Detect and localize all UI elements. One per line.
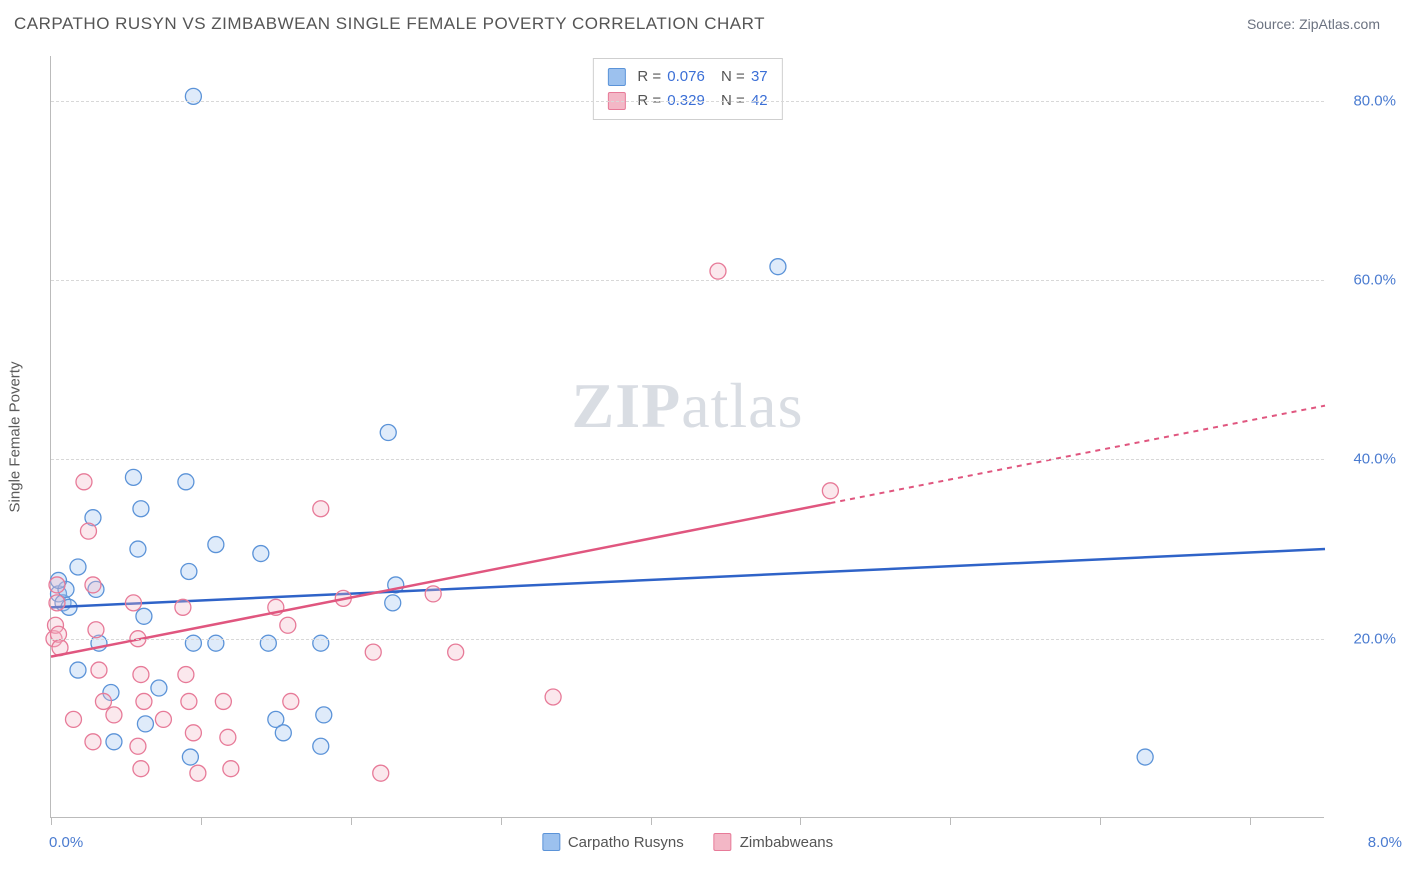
- y-tick-label: 80.0%: [1353, 92, 1396, 109]
- y-tick-label: 20.0%: [1353, 630, 1396, 647]
- plot-area: Single Female Poverty ZIPatlas R = 0.076…: [50, 56, 1324, 818]
- x-axis-max-label: 8.0%: [1368, 834, 1402, 851]
- legend-item-carpatho: Carpatho Rusyns: [542, 833, 684, 851]
- chart-svg: [51, 56, 1324, 817]
- legend-bottom: Carpatho Rusyns Zimbabweans: [542, 833, 833, 851]
- y-tick-label: 40.0%: [1353, 451, 1396, 468]
- legend-label-carpatho: Carpatho Rusyns: [568, 834, 684, 851]
- legend-item-zimbabwean: Zimbabweans: [714, 833, 833, 851]
- legend-label-zimbabwean: Zimbabweans: [740, 834, 833, 851]
- y-axis-title: Single Female Poverty: [7, 361, 24, 512]
- source-label: Source: ZipAtlas.com: [1247, 16, 1380, 32]
- swatch-zimbabwean-icon: [714, 833, 732, 851]
- swatch-carpatho-icon: [542, 833, 560, 851]
- y-tick-label: 60.0%: [1353, 272, 1396, 289]
- x-axis-min-label: 0.0%: [49, 834, 83, 851]
- chart-title: CARPATHO RUSYN VS ZIMBABWEAN SINGLE FEMA…: [14, 14, 765, 34]
